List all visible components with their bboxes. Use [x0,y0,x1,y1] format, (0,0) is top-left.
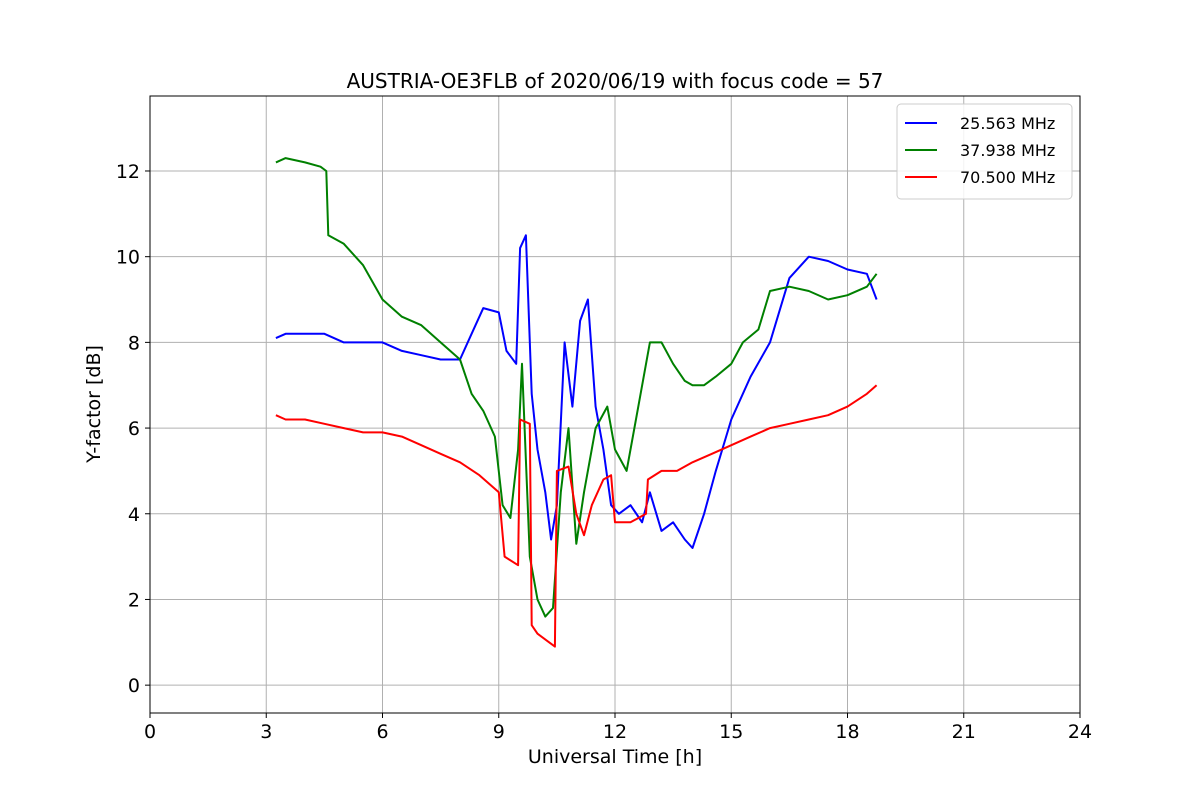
series-line-3 [275,384,878,648]
y-tick-label: 8 [128,332,140,354]
y-tick-label: 6 [128,418,140,440]
x-tick-label: 9 [493,721,505,743]
x-tick-label: 24 [1068,721,1092,743]
y-tick-label: 4 [128,504,140,526]
legend-box [896,103,1073,200]
x-tick-label: 3 [260,721,272,743]
legend: 25.563 MHz 37.938 MHz 70.500 MHz [896,103,1073,200]
x-tick-label: 18 [835,721,859,743]
series-layer [275,157,878,648]
y-tick-label: 10 [116,247,140,269]
y-tick-label: 2 [128,589,140,611]
legend-label: 37.938 MHz [960,141,1055,160]
x-tick-label: 15 [719,721,743,743]
y-axis-title: Y-factor [dB] [83,345,105,464]
x-tick-label: 0 [144,721,156,743]
y-tick-label: 12 [116,161,140,183]
chart-title: AUSTRIA-OE3FLB of 2020/06/19 with focus … [347,69,884,93]
x-tick-label: 21 [952,721,976,743]
legend-label: 70.500 MHz [960,168,1055,187]
series-line-1 [275,234,878,549]
x-axis-title: Universal Time [h] [528,746,702,768]
x-tick-label: 6 [376,721,388,743]
legend-label: 25.563 MHz [960,114,1055,133]
series-line-2 [275,157,878,618]
y-tick-label: 0 [128,675,140,697]
x-tick-label: 12 [603,721,627,743]
